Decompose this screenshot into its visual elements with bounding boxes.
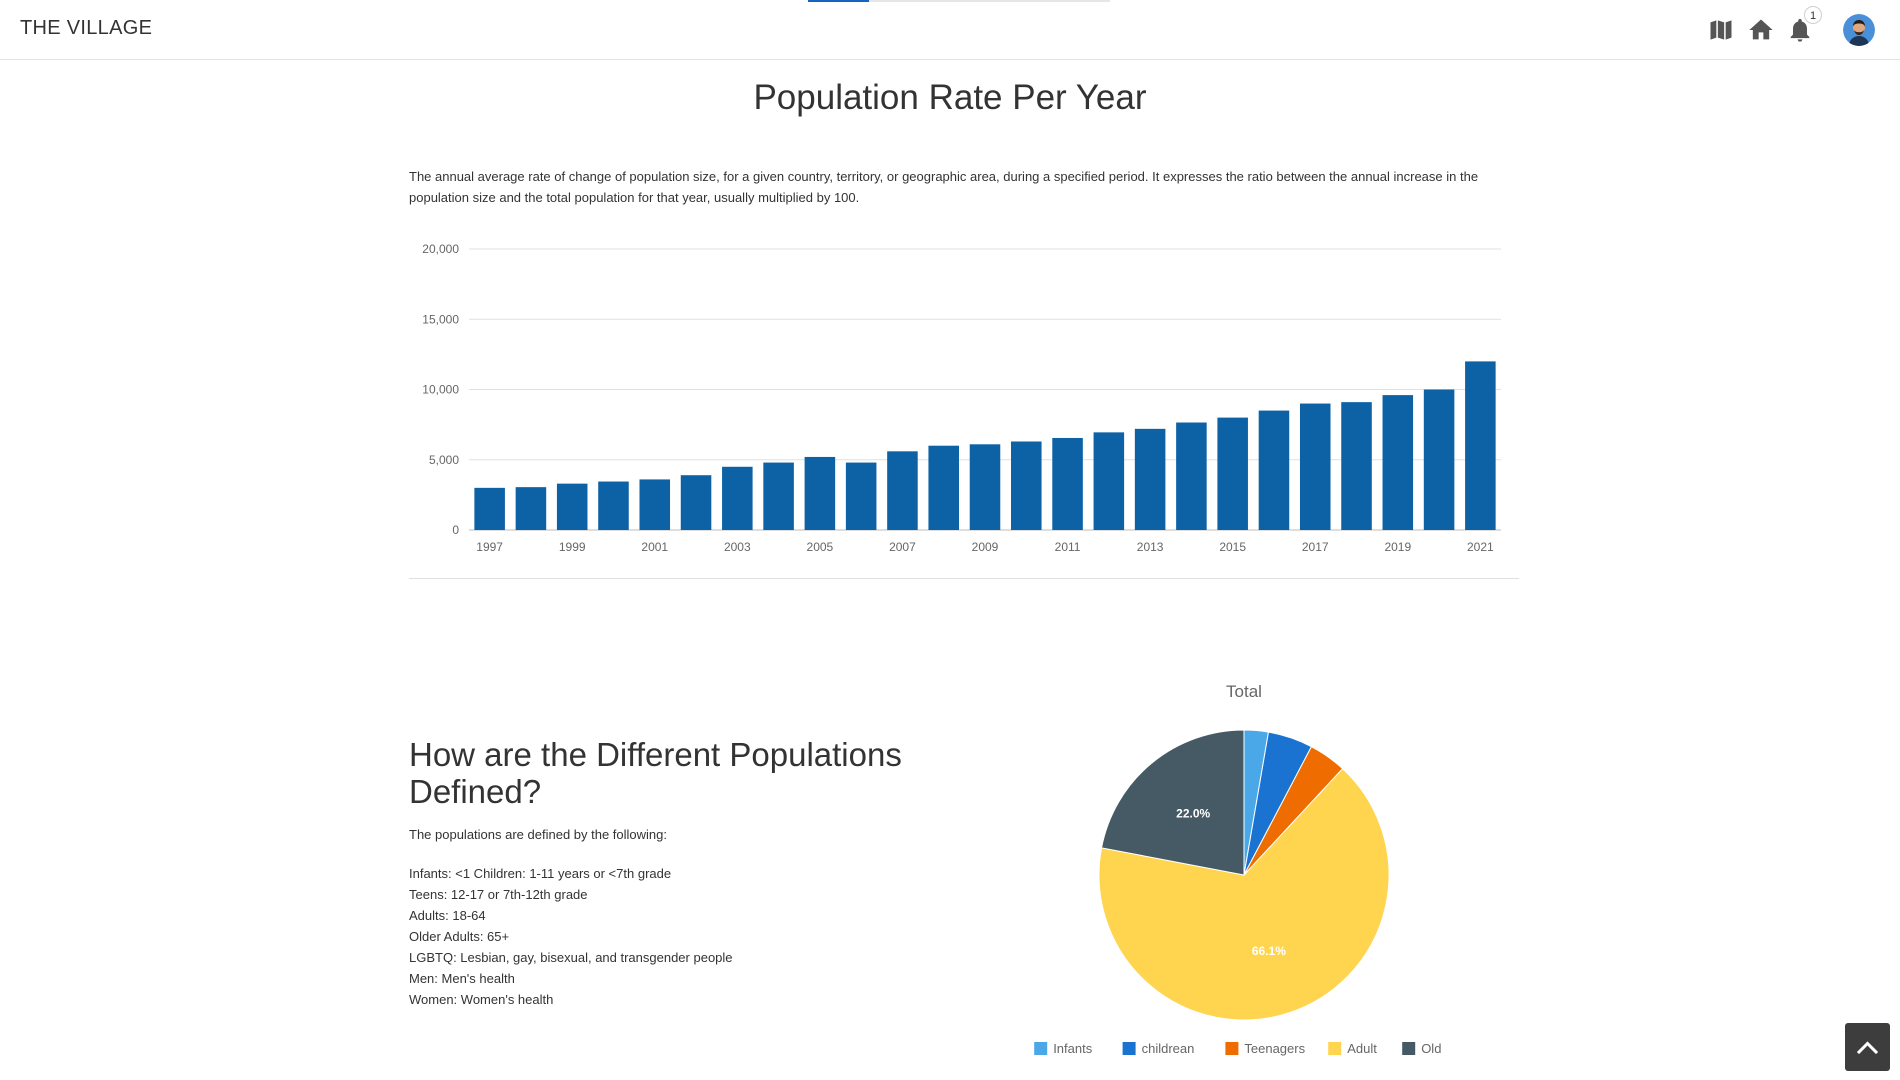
x-tick-label: 2015 (1219, 540, 1246, 554)
top-navbar: THE VILLAGE 1 (0, 0, 1900, 60)
populations-defined-heading: How are the Different Populations Define… (409, 736, 929, 810)
bar-2021[interactable] (1465, 361, 1496, 530)
bar-2003[interactable] (722, 467, 753, 530)
chevron-up-icon (1859, 1044, 1876, 1053)
tab-indicator-track (808, 0, 1110, 2)
definition-teens: Teens: 12-17 or 7th-12th grade (409, 884, 733, 905)
x-tick-label: 2017 (1302, 540, 1329, 554)
legend-label: Old (1421, 1041, 1441, 1056)
tab-indicator-active (808, 0, 869, 2)
legend-label: Teenagers (1244, 1041, 1305, 1056)
populations-intro-text: The populations are defined by the follo… (409, 827, 667, 842)
map-icon[interactable] (1707, 16, 1735, 44)
y-tick-label: 0 (452, 523, 459, 537)
y-tick-label: 15,000 (422, 312, 459, 326)
avatar[interactable] (1843, 14, 1875, 46)
bar-2008[interactable] (928, 446, 959, 530)
y-tick-label: 5,000 (429, 453, 459, 467)
legend-swatch (1402, 1042, 1415, 1055)
bar-2019[interactable] (1383, 395, 1414, 530)
bar-2009[interactable] (970, 444, 1001, 530)
legend-swatch (1328, 1042, 1341, 1055)
bar-1998[interactable] (516, 487, 547, 530)
bar-2000[interactable] (598, 482, 629, 530)
x-tick-label: 2009 (972, 540, 999, 554)
legend-label: Adult (1347, 1041, 1377, 1056)
bar-2007[interactable] (887, 451, 918, 530)
bar-2011[interactable] (1052, 438, 1083, 530)
bar-2015[interactable] (1217, 418, 1248, 530)
bell-icon[interactable]: 1 (1786, 16, 1814, 44)
x-tick-label: 2019 (1384, 540, 1411, 554)
y-tick-label: 10,000 (422, 383, 459, 397)
x-tick-label: 1999 (559, 540, 586, 554)
population-bar-chart: 1997 1999 2001 2003 2005 2007 2009 2011 2013 2015… (409, 230, 1519, 580)
x-tick-label: 2013 (1137, 540, 1164, 554)
bar-2014[interactable] (1176, 423, 1207, 530)
bar-2017[interactable] (1300, 404, 1331, 530)
x-tick-label: 2003 (724, 540, 751, 554)
pie-data-label: 22.0% (1176, 807, 1210, 821)
x-tick-label: 2001 (641, 540, 668, 554)
populations-definitions-list: Infants: <1 Children: 1-11 years or <7th… (409, 863, 733, 1010)
definition-lgbtq: LGBTQ: Lesbian, gay, bisexual, and trans… (409, 947, 733, 968)
bar-2002[interactable] (681, 475, 712, 530)
bar-1999[interactable] (557, 484, 588, 530)
legend-item-infants[interactable]: Infants (1034, 1041, 1093, 1056)
population-rate-description: The annual average rate of change of pop… (409, 166, 1479, 208)
bar-2018[interactable] (1341, 402, 1372, 530)
legend-swatch (1034, 1042, 1047, 1055)
x-tick-label: 2007 (889, 540, 916, 554)
legend-swatch (1123, 1042, 1136, 1055)
definition-infants-children: Infants: <1 Children: 1-11 years or <7th… (409, 863, 733, 884)
bar-2016[interactable] (1259, 411, 1290, 530)
x-tick-label: 2005 (807, 540, 834, 554)
legend-swatch (1225, 1042, 1238, 1055)
y-tick-label: 20,000 (422, 242, 459, 256)
bar-2010[interactable] (1011, 441, 1042, 530)
x-tick-label: 2021 (1467, 540, 1494, 554)
definition-women: Women: Women's health (409, 989, 733, 1010)
population-rate-title: Population Rate Per Year (0, 78, 1900, 118)
legend-item-teenagers[interactable]: Teenagers (1225, 1041, 1305, 1056)
definition-adults: Adults: 18-64 (409, 905, 733, 926)
notification-badge: 1 (1804, 6, 1822, 24)
section-divider (409, 578, 1519, 579)
app-title[interactable]: THE VILLAGE (20, 17, 152, 40)
bar-2013[interactable] (1135, 429, 1166, 530)
bar-2020[interactable] (1424, 390, 1455, 531)
scroll-to-top-button[interactable] (1845, 1023, 1890, 1071)
legend-label: childrean (1142, 1041, 1195, 1056)
x-tick-label: 1997 (476, 540, 503, 554)
pie-chart-title: Total (1226, 682, 1262, 701)
bar-2001[interactable] (639, 479, 670, 530)
x-tick-label: 2011 (1055, 540, 1081, 554)
legend-item-childrean[interactable]: childrean (1123, 1041, 1195, 1056)
definition-older-adults: Older Adults: 65+ (409, 926, 733, 947)
legend-item-old[interactable]: Old (1402, 1041, 1441, 1056)
bar-1997[interactable] (474, 488, 505, 530)
bar-2004[interactable] (763, 463, 794, 530)
home-icon[interactable] (1747, 16, 1775, 44)
bar-2005[interactable] (805, 457, 836, 530)
legend-label: Infants (1053, 1041, 1093, 1056)
legend-item-adult[interactable]: Adult (1328, 1041, 1377, 1056)
bar-2006[interactable] (846, 463, 877, 530)
population-pie-chart: Total 66.1% 22.0% Infants childrean Teenage… (1030, 670, 1470, 1070)
definition-men: Men: Men's health (409, 968, 733, 989)
bar-2012[interactable] (1094, 432, 1125, 530)
pie-data-label: 66.1% (1252, 944, 1286, 958)
